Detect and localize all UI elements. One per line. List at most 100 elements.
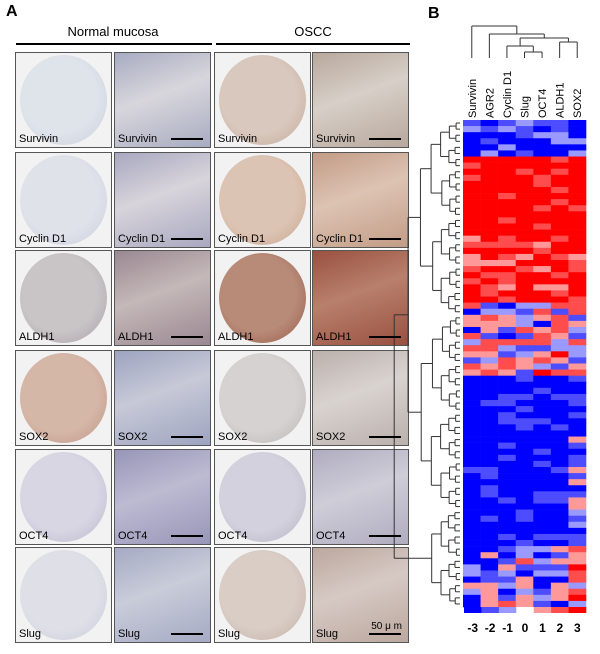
heatmap-cell xyxy=(515,241,534,249)
heatmap-cell xyxy=(463,540,481,547)
color-key-tick: 2 xyxy=(557,621,564,635)
heatmap-cell xyxy=(463,564,481,571)
color-key-tick: -2 xyxy=(485,621,496,635)
heatmap-cell xyxy=(550,479,569,486)
heatmap-cell xyxy=(550,314,569,322)
heatmap-cell xyxy=(515,278,534,285)
heatmap-cell xyxy=(498,351,517,358)
heatmap-cell xyxy=(498,558,517,565)
heatmap-cell xyxy=(463,138,481,145)
heatmap-cell xyxy=(533,503,552,510)
heatmap-cell xyxy=(515,436,534,443)
heatmap-cell xyxy=(480,387,499,395)
heatmap-cell xyxy=(463,357,481,364)
heatmap-cell xyxy=(515,564,534,571)
color-key-swatch xyxy=(464,607,482,613)
heatmap-cell xyxy=(480,479,499,486)
heatmap-cell xyxy=(480,533,499,541)
heatmap-cell xyxy=(568,369,587,376)
heatmap-cell xyxy=(550,509,569,516)
heatmap-cell xyxy=(568,150,587,157)
tissue-core xyxy=(219,253,306,343)
heatmap-cell xyxy=(568,296,587,303)
heatmap-cell xyxy=(533,442,552,450)
heatmap-cell xyxy=(550,235,569,243)
heatmap-cell xyxy=(515,485,534,492)
heatmap-cell xyxy=(533,466,552,474)
micrograph-aldh1-normal-low: ALDH1 xyxy=(15,250,112,346)
heatmap-column-label: ALDH1 xyxy=(555,83,567,118)
heatmap-cell xyxy=(498,241,517,249)
heatmap-cell xyxy=(515,418,534,425)
heatmap-cell xyxy=(568,351,587,358)
heatmap-cell xyxy=(480,466,499,474)
heatmap-column-label: Cyclin D1 xyxy=(502,71,514,118)
tissue-core xyxy=(20,55,107,145)
tissue-core xyxy=(20,155,107,245)
heatmap-cell xyxy=(533,558,552,565)
heatmap-cell xyxy=(515,260,534,267)
heatmap-cell xyxy=(515,174,534,182)
heatmap-cell xyxy=(550,150,569,157)
heatmap-cell xyxy=(568,509,587,516)
heatmap-cell xyxy=(515,546,534,553)
marker-label: OCT4 xyxy=(218,530,248,542)
scale-bar xyxy=(369,633,401,635)
heatmap-cell xyxy=(533,570,552,577)
tissue-core xyxy=(219,155,306,245)
micrograph-sox2-oscc-high: SOX2 xyxy=(312,350,409,446)
micrograph-slug-oscc-high: Slug 50 μ m xyxy=(312,547,409,643)
heatmap-cell xyxy=(515,223,534,230)
heatmap-cell xyxy=(480,150,499,157)
heatmap-cell xyxy=(463,387,481,395)
heatmap-cell xyxy=(498,430,517,437)
heatmap-cell xyxy=(480,588,499,596)
heatmap-cell xyxy=(463,466,481,474)
heatmap-cell xyxy=(568,290,587,297)
heatmap-cell xyxy=(498,223,517,230)
heatmap-cell xyxy=(498,442,517,450)
heatmap-cell xyxy=(550,393,569,401)
heatmap-cell xyxy=(463,552,481,559)
heatmap-cell xyxy=(533,186,552,194)
heatmap-cell xyxy=(550,168,569,176)
heatmap-cell xyxy=(515,132,534,139)
heatmap-cell xyxy=(533,156,552,163)
heatmap-cell xyxy=(463,144,481,151)
heatmap-cell xyxy=(568,357,587,364)
scale-bar-label: 50 μ m xyxy=(371,621,402,632)
heatmap-cell xyxy=(463,235,481,243)
heatmap-column-label: SOX2 xyxy=(572,89,584,118)
micrograph-oct4-normal-high: OCT4 xyxy=(114,449,211,545)
heatmap-cell xyxy=(533,381,552,389)
heatmap-cell xyxy=(533,168,552,176)
heatmap-cell xyxy=(533,515,552,523)
heatmap-cell xyxy=(515,284,534,291)
heatmap-cell xyxy=(568,521,587,529)
heatmap-cell xyxy=(515,381,534,389)
heatmap-cell xyxy=(480,351,499,358)
heatmap-cell xyxy=(533,272,552,279)
heatmap-cell xyxy=(550,126,569,133)
heatmap-cell xyxy=(463,406,481,413)
heatmap-cell xyxy=(480,424,499,431)
heatmap-cell xyxy=(480,363,499,370)
heatmap-cell xyxy=(515,442,534,450)
heatmap-cell xyxy=(515,144,534,151)
heatmap-cell xyxy=(480,314,499,322)
heatmap-cell xyxy=(533,546,552,553)
heatmap-cell xyxy=(550,540,569,547)
micrograph-cyclin-d1-normal-high: Cyclin D1 xyxy=(114,152,211,248)
heatmap-cell xyxy=(480,369,499,376)
heatmap-cell xyxy=(533,533,552,541)
heatmap-cell xyxy=(498,126,517,133)
heatmap-cell xyxy=(480,174,499,182)
heatmap-cell xyxy=(463,594,481,602)
heatmap-cell xyxy=(568,174,587,182)
heatmap-cell xyxy=(568,333,587,340)
heatmap-cell xyxy=(515,229,534,236)
heatmap-cell xyxy=(568,503,587,510)
scale-bar xyxy=(369,535,401,537)
heatmap-cell xyxy=(550,552,569,559)
heatmap-cell xyxy=(498,308,517,316)
